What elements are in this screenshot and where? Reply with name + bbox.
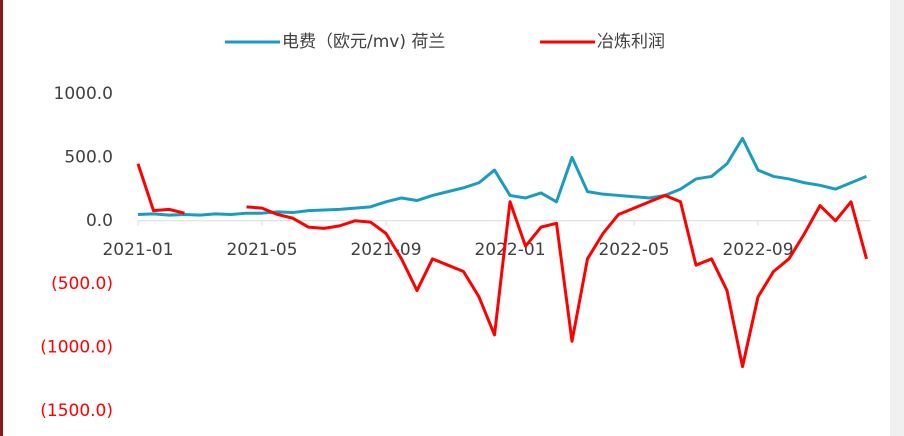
y-tick-label: 1000.0 <box>54 84 113 104</box>
legend-label: 电费（欧元/mv) 荷兰 <box>282 32 445 52</box>
x-tick-label: 2021-01 <box>102 240 173 260</box>
y-tick-label: (1000.0) <box>40 338 113 358</box>
right-edge <box>890 0 904 436</box>
x-tick-label: 2022-05 <box>598 240 669 260</box>
x-tick-label: 2021-09 <box>350 240 421 260</box>
series-line <box>137 136 868 217</box>
y-tick-label: (1500.0) <box>40 401 113 421</box>
x-tick-label: 2022-09 <box>722 240 793 260</box>
x-tick-label: 2022-01 <box>474 240 545 260</box>
left-edge <box>0 0 3 436</box>
series-line <box>136 163 868 369</box>
legend-label: 冶炼利润 <box>597 32 665 52</box>
y-tick-label: 0.0 <box>86 211 113 231</box>
y-tick-label: (500.0) <box>51 274 113 294</box>
y-tick-label: 500.0 <box>64 147 113 167</box>
x-tick-label: 2021-05 <box>226 240 297 260</box>
